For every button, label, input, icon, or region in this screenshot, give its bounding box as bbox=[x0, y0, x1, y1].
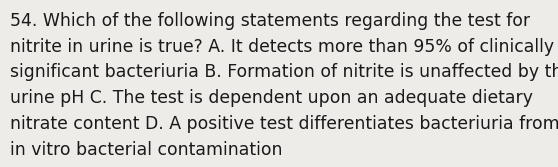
Text: nitrite in urine is true? A. It detects more than 95% of clinically: nitrite in urine is true? A. It detects … bbox=[10, 38, 554, 56]
Text: 54. Which of the following statements regarding the test for: 54. Which of the following statements re… bbox=[10, 12, 530, 30]
Text: significant bacteriuria B. Formation of nitrite is unaffected by the: significant bacteriuria B. Formation of … bbox=[10, 63, 558, 81]
Text: nitrate content D. A positive test differentiates bacteriuria from: nitrate content D. A positive test diffe… bbox=[10, 115, 558, 133]
Text: in vitro bacterial contamination: in vitro bacterial contamination bbox=[10, 141, 282, 159]
Text: urine pH C. The test is dependent upon an adequate dietary: urine pH C. The test is dependent upon a… bbox=[10, 89, 533, 107]
